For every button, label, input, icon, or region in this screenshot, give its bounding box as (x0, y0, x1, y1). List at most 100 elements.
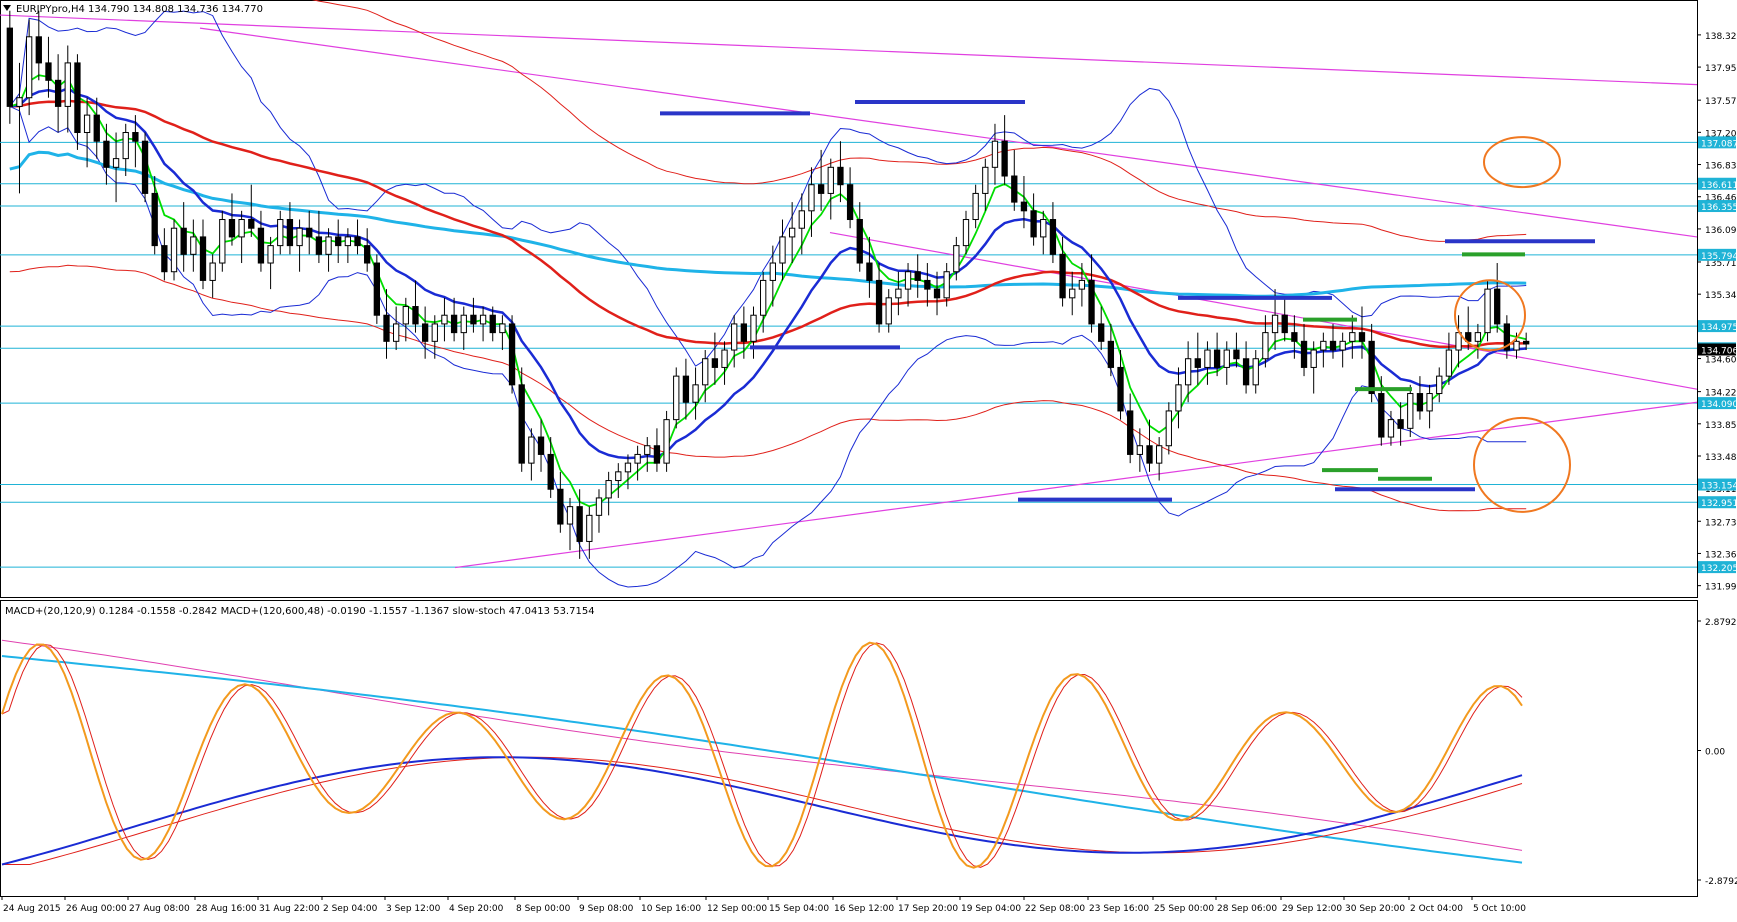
candle-body (402, 306, 409, 325)
candle-body (1011, 175, 1018, 203)
candle-body (1156, 445, 1163, 464)
price-tick-label: 137.202 (1705, 129, 1737, 139)
candle-body (1175, 384, 1182, 412)
candle-body (441, 314, 448, 325)
candle-body (962, 219, 970, 247)
time-axis: 24 Aug 2015 26 Aug 00:00 27 Aug 08:00 28 Au… (1, 896, 1526, 914)
candle-body (1503, 323, 1511, 351)
price-tick-label: 134.602 (1705, 356, 1737, 366)
price-axis: 138.322 137.952 137.572 137.202 136.832 136.4… (1697, 32, 1737, 887)
price-level-label: 136.611 (1701, 181, 1737, 191)
price-level-box (1698, 496, 1736, 509)
candle-body (953, 245, 960, 273)
candle-body (557, 488, 564, 525)
candle-body (1020, 201, 1028, 212)
highlight-circle (1454, 279, 1526, 352)
candle-body (1407, 393, 1414, 429)
candle-body (45, 62, 52, 81)
candle-body (1416, 393, 1424, 412)
candle-body (1523, 340, 1530, 345)
candle-body (731, 323, 738, 351)
candle-body (199, 236, 207, 281)
candle-body (1426, 393, 1433, 412)
main-header: EURJPYpro,H4 134.790 134.808 134.736 134… (16, 4, 263, 15)
candle-body (875, 279, 883, 325)
time-tick-label: 27 Aug 08:00 (129, 904, 190, 914)
highlight-circle (1483, 136, 1561, 189)
candle-body (692, 384, 699, 403)
time-tick-label: 3 Sep 12:00 (386, 904, 441, 914)
macd-fast-signal-line (2, 756, 1523, 865)
price-tick-label: 136.832 (1705, 162, 1737, 172)
candle-body (943, 271, 950, 299)
candle-body (219, 219, 226, 264)
macd-fast-line (1, 756, 1523, 866)
candle-body (83, 114, 91, 134)
candle-body (248, 219, 255, 229)
candle-body (1397, 419, 1404, 429)
price-tick-label: 135.712 (1705, 259, 1737, 269)
candle-body (866, 262, 873, 281)
candle-body (1184, 358, 1192, 386)
chart-menu-icon[interactable] (3, 5, 11, 11)
candle-body (1223, 349, 1230, 368)
candle-body (914, 271, 921, 281)
candle-body (1040, 219, 1047, 238)
candle-body (489, 314, 496, 334)
candle-body (267, 245, 274, 264)
candle-body (35, 36, 42, 64)
candle-body (566, 506, 574, 525)
candle-body (972, 192, 979, 221)
candle-body (141, 140, 149, 194)
candle-body (508, 323, 516, 386)
price-tick-label: 137.572 (1705, 97, 1737, 107)
candle-body (576, 506, 583, 542)
candle-body (228, 219, 236, 238)
price-level-box (1698, 320, 1736, 333)
candle-body (982, 166, 989, 194)
candle-body (1262, 332, 1269, 360)
candle-body (1136, 445, 1143, 455)
candle-body (6, 27, 13, 107)
time-tick-label: 30 Sep 20:00 (1345, 904, 1405, 914)
candle-body (470, 314, 477, 325)
time-tick-label: 4 Sep 20:00 (449, 904, 504, 914)
price-tick-label: 134.222 (1705, 389, 1737, 399)
candle-body (1117, 366, 1124, 412)
time-tick-label: 22 Sep 08:00 (1025, 904, 1085, 914)
candle-body (673, 375, 680, 421)
candle-body (653, 445, 661, 464)
candle-body (93, 114, 100, 142)
candle-body (702, 358, 709, 386)
macd-tick-label: -2.8792 (1705, 877, 1737, 887)
macd-lines (1, 639, 1523, 869)
candle-body (1329, 340, 1337, 351)
candle-body (1204, 349, 1211, 368)
candle-body (1001, 140, 1008, 177)
candle-body (586, 514, 593, 542)
candle-body (721, 349, 728, 368)
candle-body (1494, 288, 1501, 325)
candle-body (373, 262, 380, 316)
candle-body (364, 245, 371, 264)
candle-body (1291, 332, 1298, 342)
envelope-upper-line (311, 0, 1527, 242)
price-tick-label: 132.732 (1705, 518, 1737, 528)
candle-body (788, 227, 796, 238)
price-level-box (1698, 343, 1736, 356)
candle-body (1349, 332, 1356, 342)
candle-body (335, 236, 342, 247)
candle-body (151, 192, 158, 247)
time-tick-label: 23 Sep 16:00 (1089, 904, 1149, 914)
candle-body (257, 227, 265, 264)
time-tick-label: 28 Sep 06:00 (1217, 904, 1277, 914)
time-tick-label: 26 Aug 00:00 (66, 904, 127, 914)
candle-body (1271, 314, 1279, 334)
candle-body (760, 279, 767, 316)
price-tick-label: 137.952 (1705, 64, 1737, 74)
price-level-box (1698, 248, 1736, 261)
macd-panel-border (0, 600, 1698, 897)
candle-body (1300, 340, 1308, 368)
